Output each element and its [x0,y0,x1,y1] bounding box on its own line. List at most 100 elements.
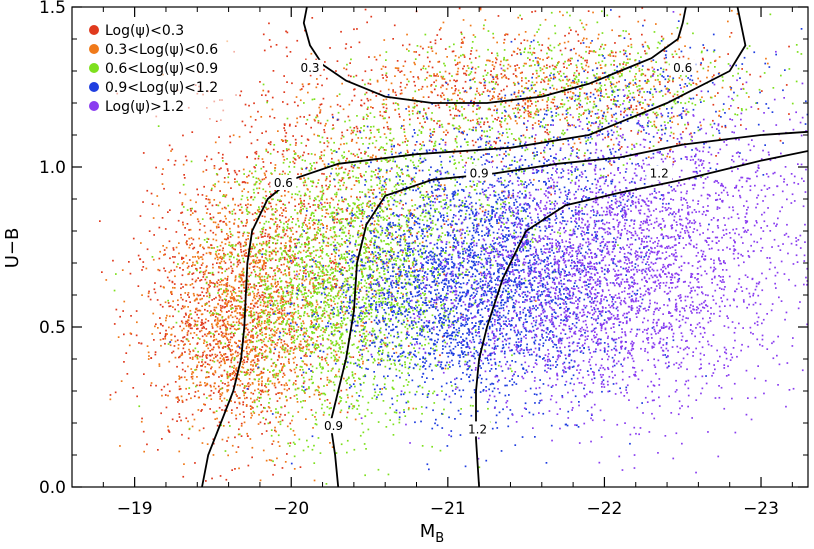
data-point [262,166,265,168]
data-point [254,212,257,214]
data-point [211,348,213,351]
data-point [244,397,246,400]
data-point [164,333,167,335]
data-point [236,307,238,310]
data-point [350,222,352,225]
data-point [385,103,388,106]
data-point [288,327,291,330]
data-point [379,198,382,200]
data-point [610,164,613,166]
data-point [248,311,251,313]
data-point [290,338,293,341]
data-point [218,267,221,269]
data-point [172,256,174,258]
data-point [419,122,421,125]
data-point [370,253,372,256]
data-point [308,336,311,338]
data-point [648,47,650,50]
data-point [271,308,274,311]
data-point [388,217,391,220]
data-point [201,323,203,326]
data-point [659,83,661,86]
data-point [411,336,413,338]
data-point [304,392,306,394]
data-point [246,176,248,178]
data-point [296,289,298,291]
data-point [335,246,338,249]
data-point [298,345,300,348]
data-point [254,350,257,352]
data-point [497,83,499,86]
data-point [375,309,377,312]
data-point [290,342,293,344]
data-point [256,355,258,357]
data-point [630,130,633,132]
data-point [367,401,370,404]
data-point [205,318,207,321]
data-point [257,300,259,302]
data-point [429,60,431,63]
data-point [206,443,209,445]
data-point [521,71,523,74]
data-point [310,320,312,322]
data-point [491,52,493,54]
data-point [214,221,217,224]
data-point [221,207,224,210]
data-point [248,373,251,376]
data-point [485,153,487,155]
data-point [242,250,245,253]
data-point [267,274,270,277]
data-point [296,387,299,390]
data-point [292,287,295,290]
data-point [164,342,166,345]
data-point [414,84,416,87]
data-point [211,327,214,329]
data-point [369,83,372,85]
data-point [222,345,225,348]
data-point [607,136,610,138]
data-point [278,356,281,359]
data-point [534,140,536,143]
data-point [191,212,194,214]
data-point [342,314,345,317]
data-point [253,102,255,105]
data-point [682,131,684,133]
data-point [636,64,639,67]
data-point [289,237,291,239]
data-point [403,119,405,121]
data-point [343,377,345,380]
data-point [547,133,550,136]
data-point [260,315,263,318]
data-point [283,75,285,77]
data-point [623,53,625,56]
data-point [257,251,260,254]
data-point [174,340,177,343]
data-point [262,297,265,299]
data-point [275,372,278,375]
data-point [299,466,302,468]
data-point [455,107,457,110]
data-point [285,399,288,402]
data-point [494,76,497,78]
data-point [317,437,320,439]
data-point [189,228,192,231]
data-point [470,99,473,102]
data-point [226,389,228,391]
data-point [542,156,545,159]
data-point [260,233,262,236]
data-point [607,54,610,57]
data-point [246,219,248,221]
data-point [289,442,292,444]
data-point [207,283,210,286]
data-point [578,54,581,57]
data-point [477,223,480,225]
data-point [256,336,258,339]
data-point [559,10,561,13]
data-point [345,296,347,299]
data-point [521,79,523,82]
data-point [350,46,352,48]
data-point [454,89,457,92]
data-point [330,300,333,302]
data-point [282,203,285,206]
data-point [260,372,263,374]
